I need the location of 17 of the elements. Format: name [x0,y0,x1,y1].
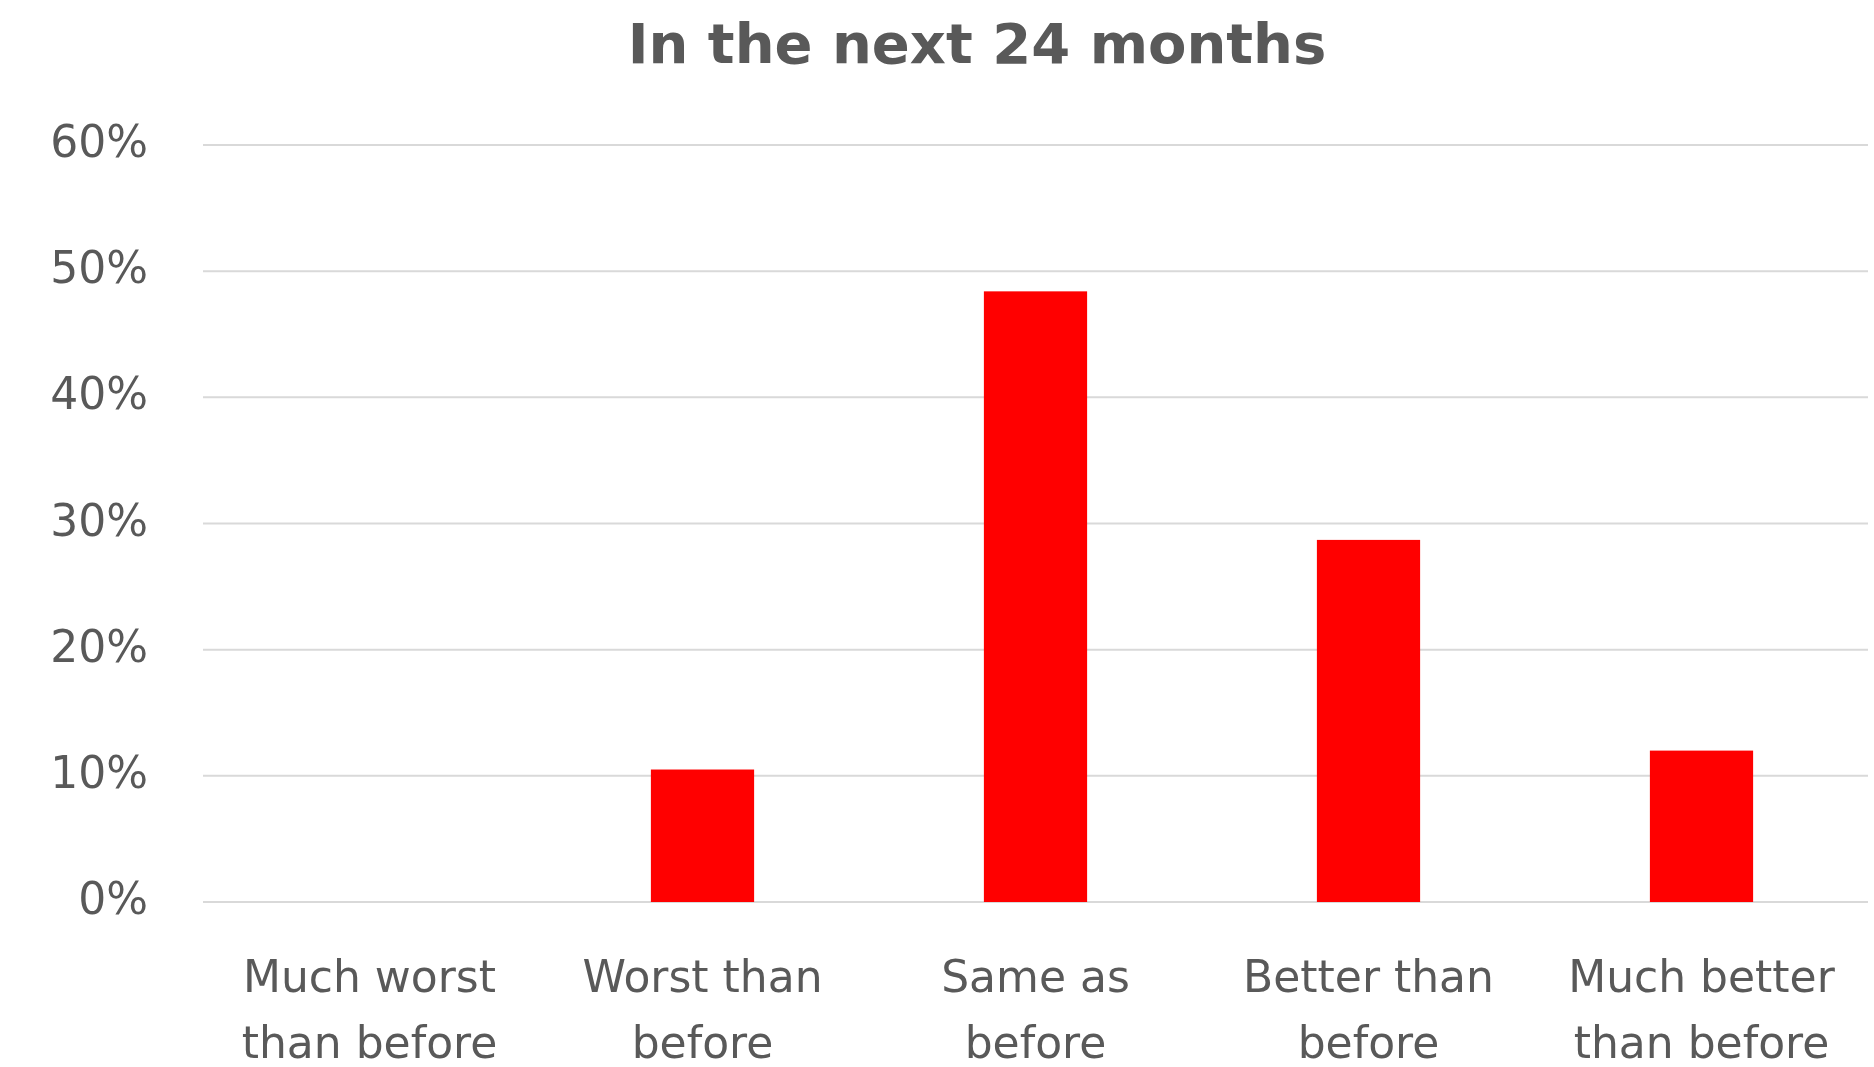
x-tick-label: Better than before [1243,951,1494,1067]
y-tick-label: 0% [78,873,148,924]
x-tick-label: Worst than before [582,951,823,1067]
bar [1649,750,1754,902]
x-tick-label: Much worst than before [241,951,498,1067]
bar [1316,539,1421,902]
y-tick-label: 20% [50,620,148,672]
chart-title: In the next 24 months [627,11,1327,77]
y-tick-label: 60% [50,116,148,167]
bar [983,291,1088,902]
x-tick-label: Much better than before [1568,951,1836,1067]
y-tick-label: 40% [50,368,148,420]
bar [650,769,755,902]
y-tick-label: 10% [50,746,148,798]
y-tick-label: 30% [50,494,148,546]
y-tick-label: 50% [50,242,148,294]
x-tick-label: Same as before [941,951,1130,1067]
